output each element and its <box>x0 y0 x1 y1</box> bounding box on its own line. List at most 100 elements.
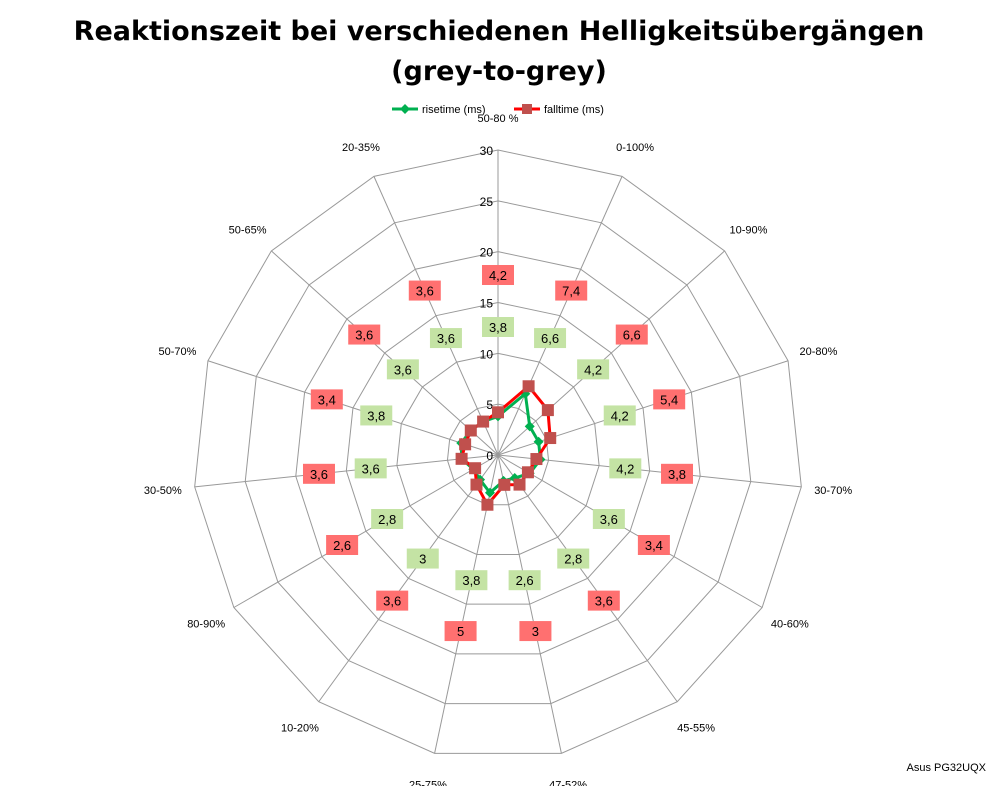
data-label-bg <box>534 328 567 349</box>
legend-marker-rise <box>400 104 410 114</box>
spoke <box>497 250 725 456</box>
data-label: 3 <box>419 552 426 567</box>
axis-tick-label: 10 <box>480 347 494 361</box>
category-label: 50-70% <box>159 346 197 358</box>
data-label-bg <box>577 359 610 380</box>
data-point-fall <box>544 432 557 445</box>
title-line-2: (grey-to-grey) <box>391 56 607 87</box>
data-point-fall <box>470 478 483 491</box>
category-label: 30-70% <box>814 485 852 497</box>
data-point-fall <box>522 380 535 393</box>
legend-label: falltime (ms) <box>544 104 604 116</box>
data-label-bg <box>603 405 636 426</box>
category-label: 20-35% <box>342 142 380 154</box>
data-label: 3,6 <box>416 284 434 299</box>
data-point-fall <box>455 452 468 465</box>
spoke <box>271 250 499 456</box>
data-point-fall <box>498 478 511 491</box>
data-label: 5,4 <box>660 392 678 407</box>
data-label-bg <box>592 509 625 529</box>
data-label-bg <box>371 509 404 529</box>
category-label: 10-90% <box>729 225 767 237</box>
spoke <box>233 454 499 608</box>
data-label: 2,8 <box>378 512 396 527</box>
category-label: 40-60% <box>771 619 809 631</box>
data-label: 7,4 <box>562 284 580 299</box>
axis-tick-label: 5 <box>486 398 493 412</box>
data-label: 3,6 <box>437 331 455 346</box>
chart-title: Reaktionszeit bei verschiedenen Helligke… <box>0 12 998 92</box>
category-label: 10-20% <box>281 723 319 735</box>
data-label: 3,4 <box>645 538 663 553</box>
axis-tick-label: 30 <box>480 144 494 158</box>
data-point-rise <box>533 436 544 447</box>
data-label-bg <box>429 328 462 349</box>
data-label-bg <box>354 458 387 479</box>
legend-label: risetime (ms) <box>422 104 486 116</box>
data-label: 2,8 <box>564 552 582 567</box>
data-label-bg <box>587 590 620 611</box>
data-label: 3,6 <box>383 594 401 609</box>
data-point-fall <box>469 462 482 475</box>
axis-tick-label: 20 <box>480 246 494 260</box>
category-label: 30-50% <box>144 485 182 497</box>
legend-marker-fall <box>522 104 532 114</box>
data-point-rise <box>524 421 535 432</box>
data-label: 6,6 <box>623 328 641 343</box>
data-label: 3,6 <box>600 512 618 527</box>
spoke <box>497 454 763 608</box>
category-label: 47-52% <box>549 780 587 786</box>
series-line-0 <box>459 390 543 495</box>
data-label-bg <box>609 458 642 479</box>
data-point-fall <box>459 438 472 451</box>
data-label-bg <box>348 324 381 345</box>
data-label-bg <box>661 463 694 484</box>
data-point-fall <box>513 478 526 491</box>
data-label-bg <box>508 570 541 591</box>
data-label-bg <box>519 621 552 642</box>
data-label: 3,4 <box>318 392 336 407</box>
data-label-bg <box>555 280 588 301</box>
gridline <box>244 200 752 705</box>
data-point-fall <box>492 406 504 419</box>
axis-tick-label: 25 <box>480 195 494 209</box>
data-point-fall <box>521 466 534 479</box>
spoke <box>497 454 802 488</box>
data-label: 5 <box>457 624 464 639</box>
data-label-bg <box>406 548 439 569</box>
data-label: 2,6 <box>333 538 351 553</box>
gridline <box>396 352 600 555</box>
spoke <box>207 360 499 456</box>
data-label: 4,2 <box>611 408 629 423</box>
data-label: 3,6 <box>595 594 613 609</box>
data-label-bg <box>455 570 488 591</box>
gridline <box>446 403 550 506</box>
data-label-bg <box>376 590 409 611</box>
category-label: 45-55% <box>677 723 715 735</box>
gridline <box>194 149 802 754</box>
data-label: 3,6 <box>362 461 380 476</box>
data-point-fall <box>541 404 554 417</box>
data-label: 3,8 <box>489 320 507 335</box>
data-label-bg <box>653 389 686 410</box>
gridline <box>295 251 701 655</box>
gridline <box>345 301 651 605</box>
title-line-1: Reaktionszeit bei verschiedenen Helligke… <box>73 16 925 47</box>
data-label: 3,8 <box>668 467 686 482</box>
data-label: 3 <box>532 624 539 639</box>
data-label-bg <box>557 548 590 569</box>
data-label-bg <box>637 535 670 555</box>
data-label: 4,2 <box>489 268 507 283</box>
data-label-bg <box>302 463 335 484</box>
data-label: 3,6 <box>394 362 412 377</box>
data-label-bg <box>360 405 393 426</box>
data-label: 3,6 <box>310 467 328 482</box>
data-label: 4,2 <box>616 461 634 476</box>
spoke <box>373 176 499 456</box>
category-label: 20-80% <box>800 346 838 358</box>
credit-label: Asus PG32UQX <box>906 762 986 774</box>
data-point-fall <box>464 424 477 437</box>
data-point-fall <box>530 453 543 466</box>
